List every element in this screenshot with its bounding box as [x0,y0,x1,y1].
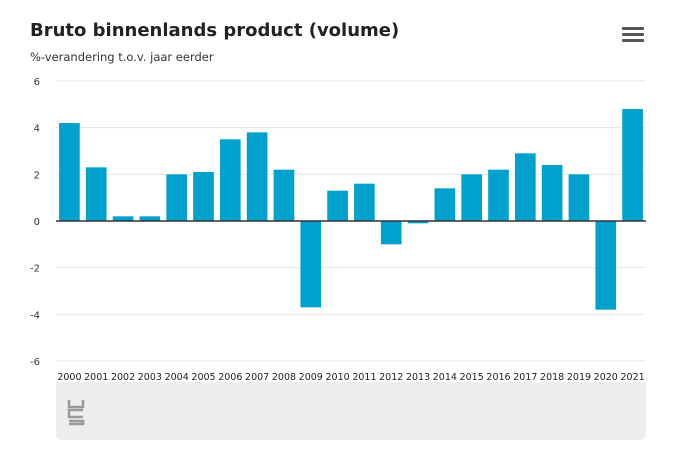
x-tick-label: 2014 [433,372,457,383]
chart-footer [56,382,646,440]
bar [139,216,161,221]
y-tick-label: -6 [30,357,40,368]
x-tick-label: 2009 [299,372,323,383]
bar [541,165,563,221]
x-tick-label: 2017 [513,372,537,383]
bar [59,123,80,221]
y-tick-label: -4 [30,310,40,321]
chart-subtitle: %-verandering t.o.v. jaar eerder [30,50,214,64]
bar [514,153,536,221]
x-tick-label: 2013 [406,372,430,383]
x-tick-label: 2008 [272,372,296,383]
hamburger-menu-icon[interactable] [622,27,644,45]
bar [407,221,429,224]
y-tick-label: 4 [34,124,40,135]
x-tick-label: 2012 [379,372,403,383]
x-tick-label: 2021 [620,372,644,383]
chart-title: Bruto binnenlands product (volume) [30,20,400,41]
bar [193,172,214,221]
bar [85,167,107,221]
bar [461,174,483,221]
y-tick-label: 2 [34,170,40,181]
bar [273,169,295,221]
y-tick-label: -2 [30,264,40,275]
y-tick-label: 6 [34,77,40,88]
bar [246,132,268,221]
x-tick-label: 2019 [567,372,591,383]
bar [595,221,617,310]
x-tick-label: 2003 [138,372,162,383]
bar [354,183,375,221]
bar [622,109,643,221]
bar [112,216,134,221]
x-tick-label: 2016 [486,372,510,383]
x-tick-label: 2020 [594,372,618,383]
y-tick-label: 0 [34,217,40,228]
cbs-logo-icon [67,400,85,426]
x-tick-label: 2015 [460,372,484,383]
x-tick-label: 2011 [352,372,376,383]
bar [568,174,590,221]
x-tick-label: 2006 [218,372,242,383]
bar [166,174,188,221]
bar [380,221,402,245]
x-tick-label: 2004 [165,372,189,383]
x-tick-label: 2005 [191,372,215,383]
bar [219,139,241,221]
x-tick-label: 2002 [111,372,135,383]
x-tick-label: 2018 [540,372,564,383]
bar [488,169,509,221]
bar [327,190,348,221]
x-tick-label: 2001 [84,372,108,383]
x-tick-label: 2000 [57,372,81,383]
bar [434,188,456,221]
bar [300,221,322,308]
x-tick-label: 2007 [245,372,269,383]
x-tick-label: 2010 [325,372,349,383]
